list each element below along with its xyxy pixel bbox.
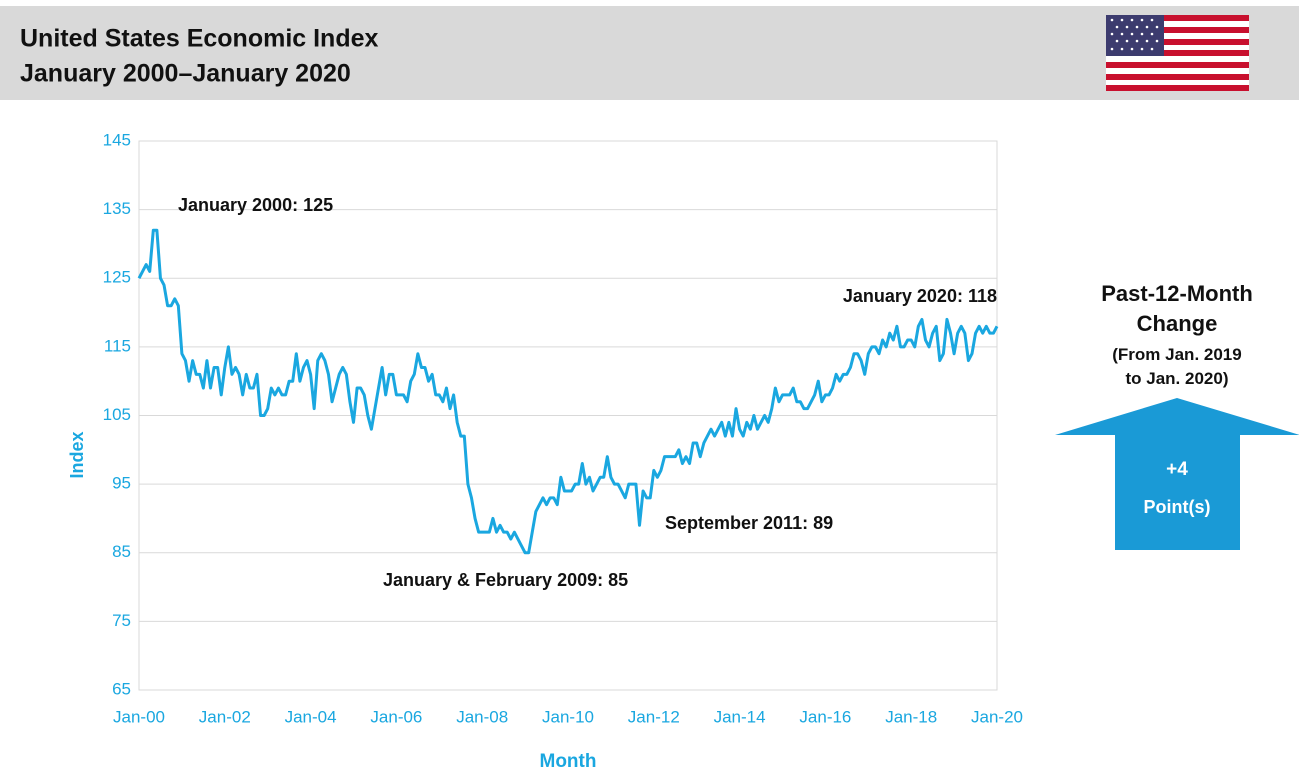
index-line [137, 228, 999, 555]
x-tick-label: Jan-04 [285, 707, 337, 726]
annotation: January & February 2009: 85 [383, 570, 628, 590]
x-tick-label: Jan-06 [370, 707, 422, 726]
change-unit: Point(s) [1144, 497, 1211, 517]
y-tick-label: 145 [103, 130, 131, 149]
change-value: +4 [1166, 459, 1188, 480]
x-tick-label: Jan-12 [628, 707, 680, 726]
chart-subtitle: January 2000–January 2020 [20, 60, 351, 88]
x-axis-label: Month [540, 751, 597, 772]
y-tick-label: 105 [103, 405, 131, 424]
panel-heading: Past-12-Month Change [1101, 281, 1253, 336]
y-tick-label: 85 [112, 542, 131, 561]
y-tick-label: 135 [103, 199, 131, 218]
annotation: January 2020: 118 [843, 286, 997, 306]
header-bar [0, 6, 1299, 100]
annotation: January 2000: 125 [178, 195, 333, 215]
y-tick-label: 65 [112, 679, 131, 698]
x-tick-label: Jan-02 [199, 707, 251, 726]
x-tick-label: Jan-14 [714, 707, 766, 726]
chart-title: United States Economic Index [20, 25, 379, 53]
x-tick-label: Jan-20 [971, 707, 1023, 726]
x-tick-label: Jan-00 [113, 707, 165, 726]
y-tick-label: 75 [112, 611, 131, 630]
y-tick-label: 95 [112, 474, 131, 493]
x-tick-label: Jan-10 [542, 707, 594, 726]
flag [1106, 15, 1249, 91]
x-tick-label: Jan-16 [799, 707, 851, 726]
panel-subheading: (From Jan. 2019 to Jan. 2020) [1112, 345, 1241, 388]
y-tick-label: 125 [103, 268, 131, 287]
x-tick-label: Jan-08 [456, 707, 508, 726]
change-arrow [1055, 398, 1299, 550]
y-axis-label: Index [67, 431, 87, 478]
annotation: September 2011: 89 [665, 513, 833, 533]
x-tick-label: Jan-18 [885, 707, 937, 726]
y-tick-label: 115 [104, 336, 131, 355]
